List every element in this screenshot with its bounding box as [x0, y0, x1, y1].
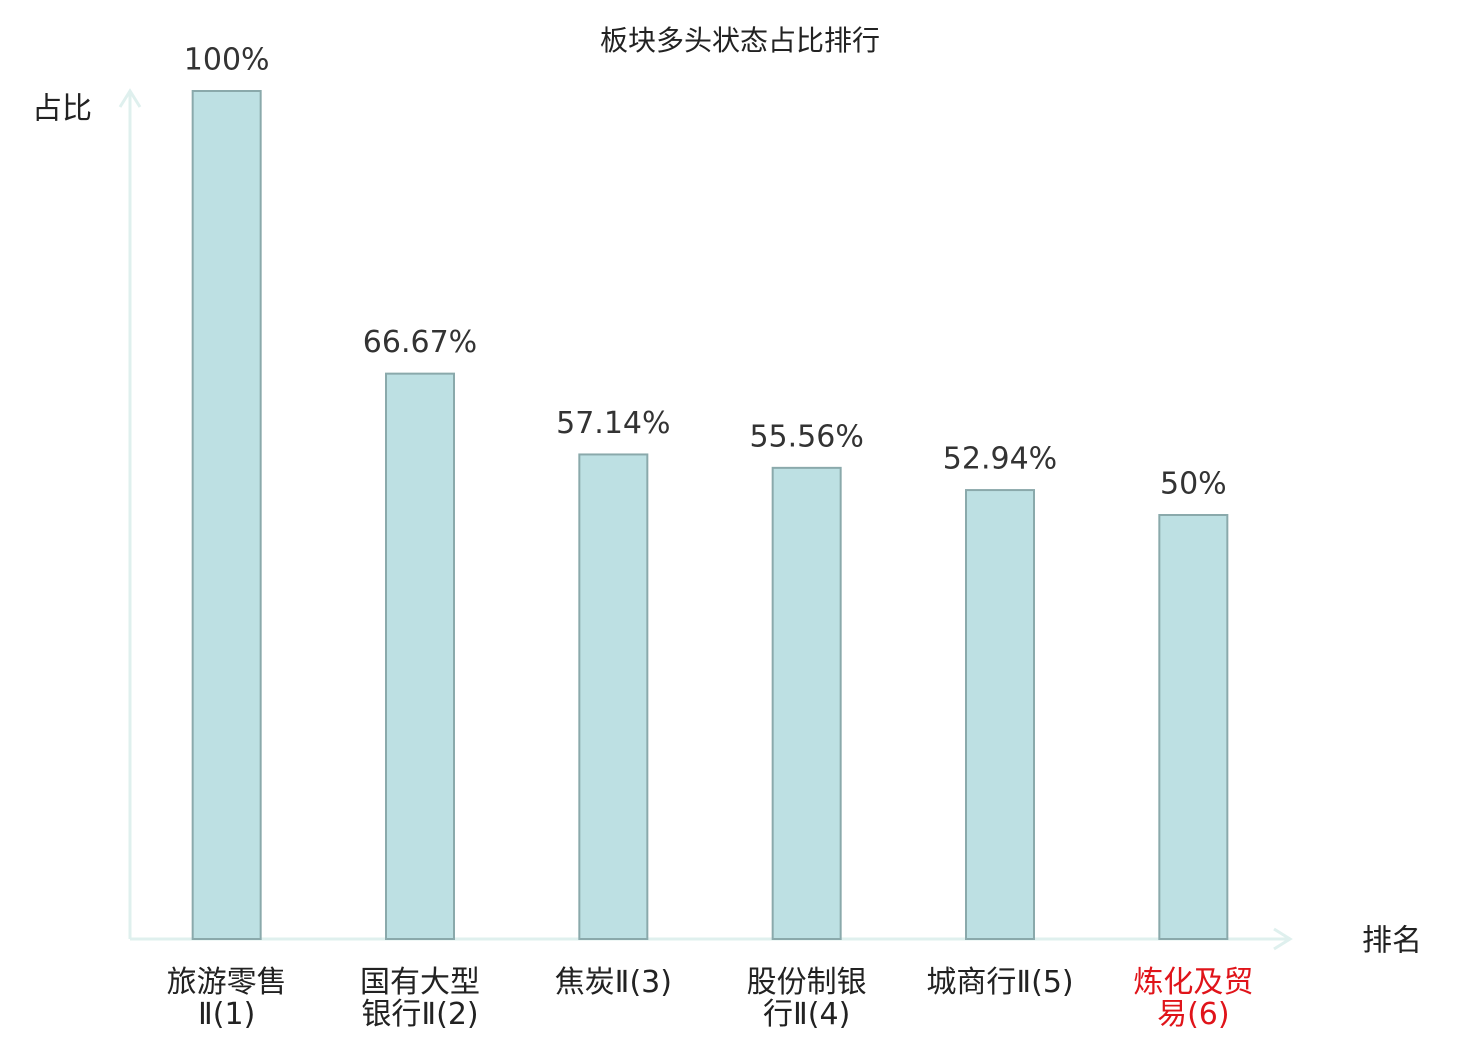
bar [191, 90, 262, 940]
value-label: 55.56% [749, 419, 863, 454]
x-tick-label: 旅游零售 Ⅱ(1) [167, 965, 287, 1032]
value-label: 50% [1160, 467, 1227, 502]
bar [965, 489, 1035, 940]
x-tick-label: 焦炭Ⅱ(3) [555, 965, 672, 1000]
y-axis-label: 占比 [32, 92, 92, 127]
bar [385, 372, 455, 940]
value-label: 100% [184, 43, 270, 78]
bar [771, 466, 842, 940]
value-label: 57.14% [556, 406, 670, 441]
x-tick-label: 国有大型银行Ⅱ(2) [360, 965, 480, 1032]
chart-title: 板块多头状态占比排行 [600, 24, 880, 57]
bar [578, 453, 649, 940]
x-axis-arrow [1273, 927, 1293, 951]
bar [1158, 514, 1229, 940]
x-tick-label: 股份制银行Ⅱ(4) [747, 965, 867, 1032]
x-tick-label: 炼化及贸易(6) [1133, 965, 1253, 1032]
x-tick-label: 城商行Ⅱ(5) [926, 965, 1073, 1000]
y-axis-arrow [118, 88, 142, 108]
x-axis-label: 排名 [1362, 924, 1422, 959]
value-label: 66.67% [363, 325, 477, 360]
value-label: 52.94% [943, 442, 1057, 477]
